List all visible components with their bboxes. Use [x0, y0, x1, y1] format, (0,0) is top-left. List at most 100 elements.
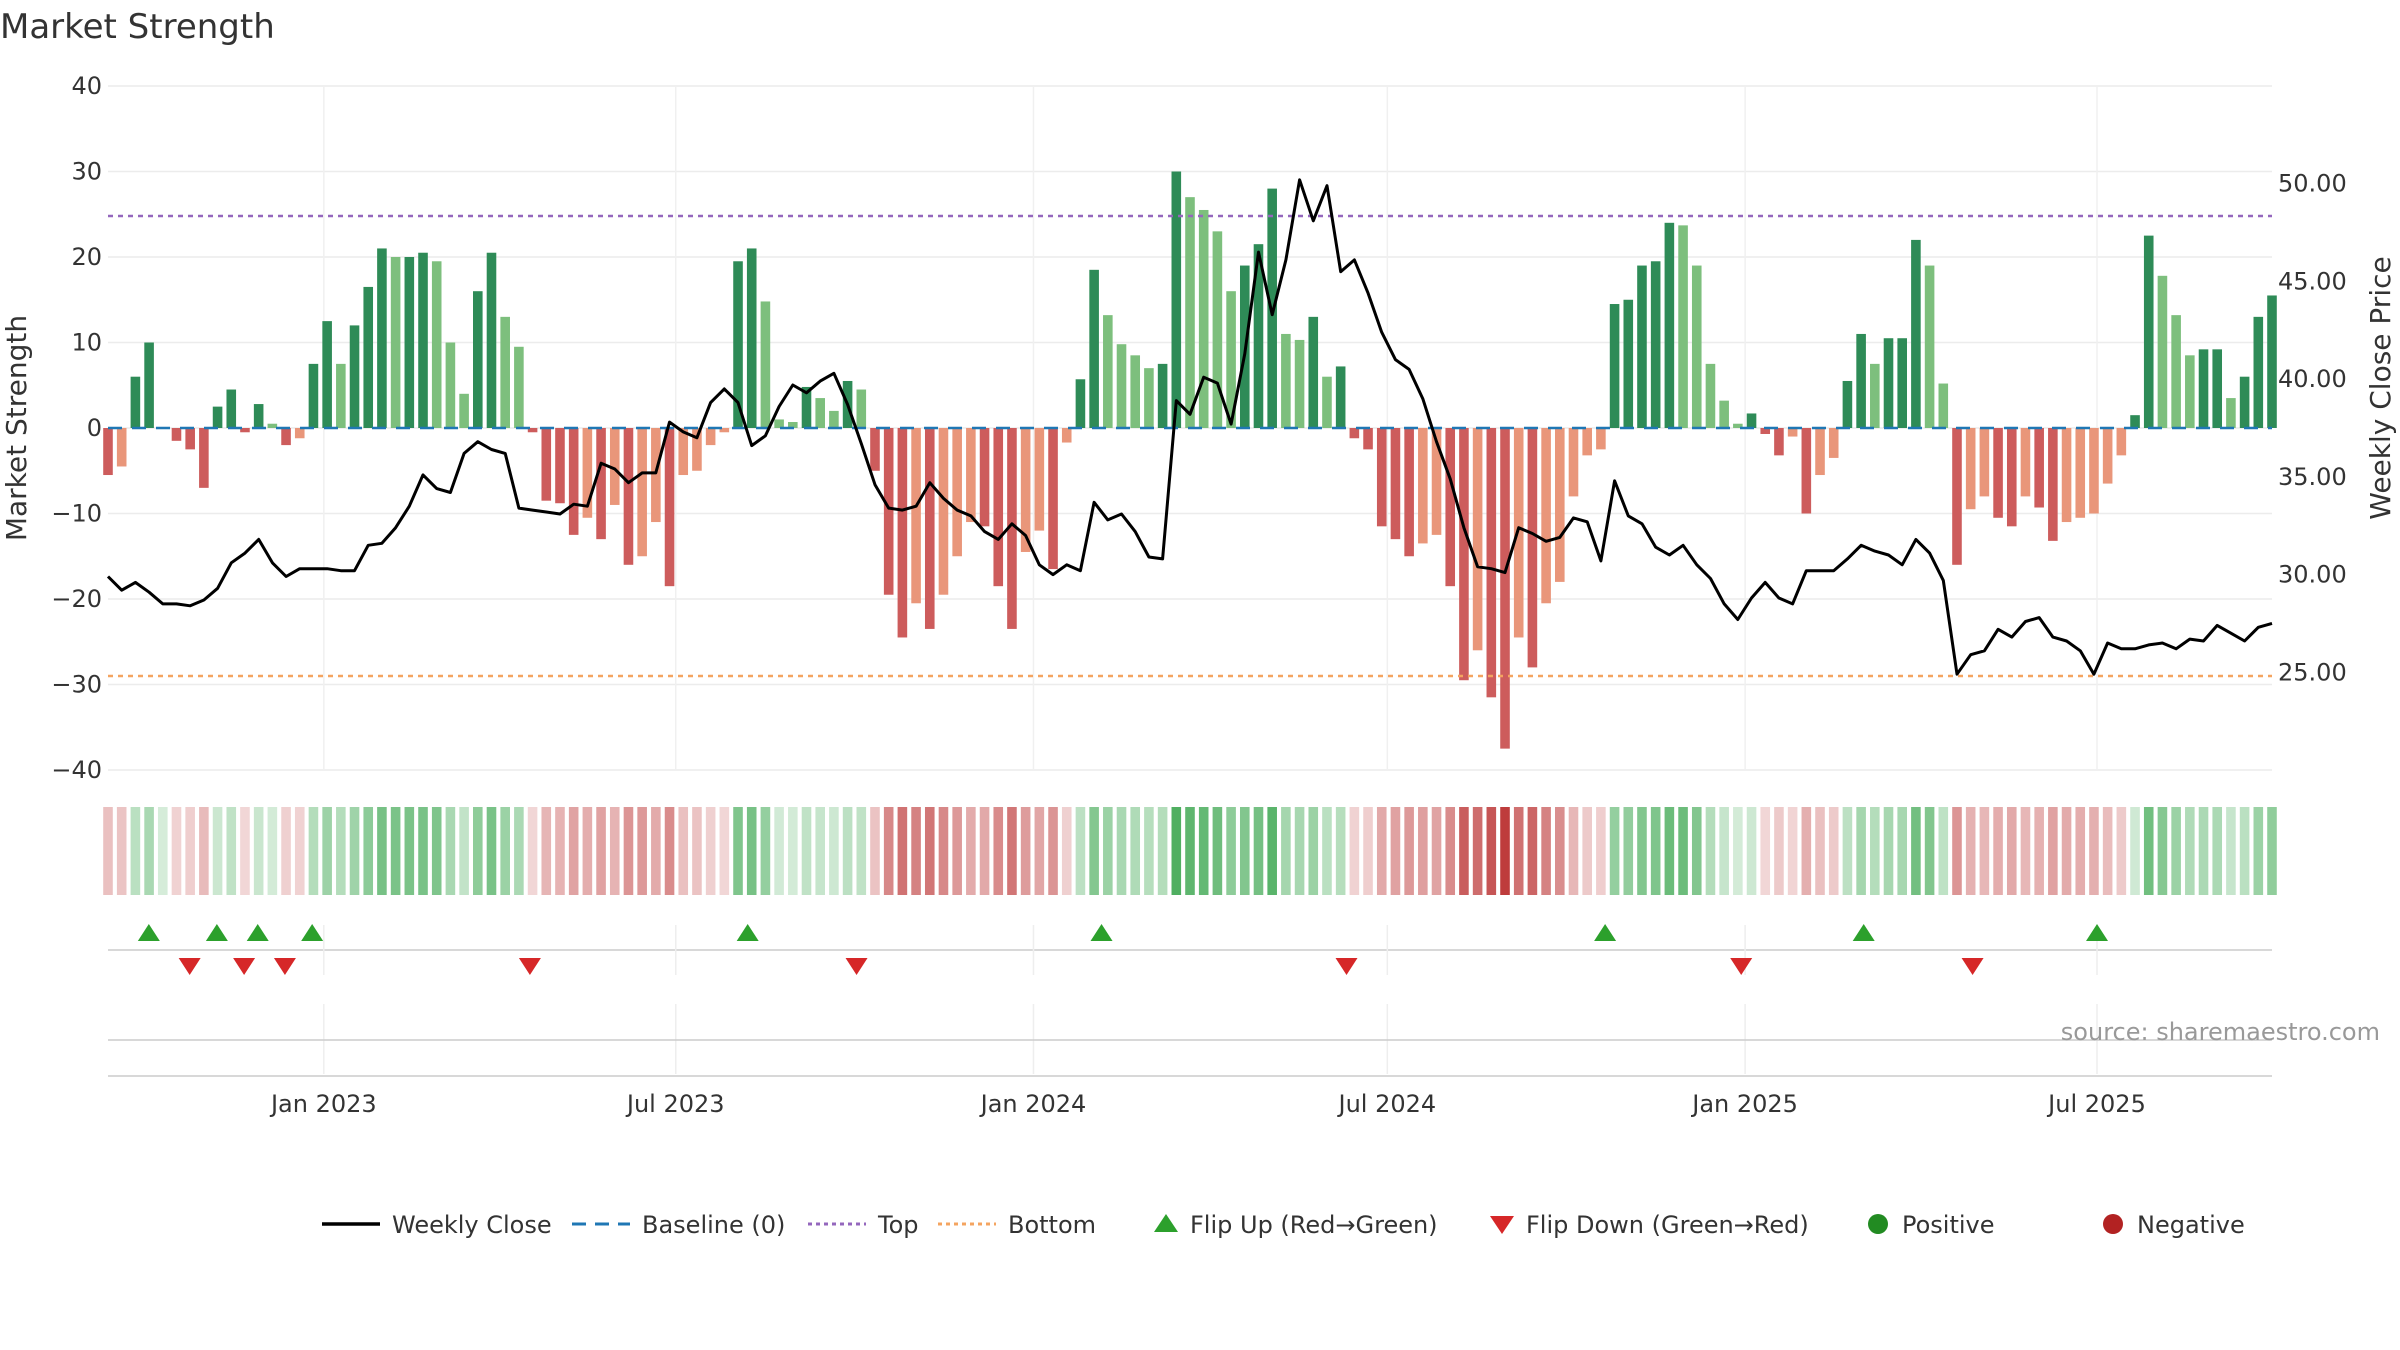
- strength-bar: [1541, 428, 1551, 604]
- strength-bar: [993, 428, 1004, 587]
- strength-bar: [1678, 225, 1688, 428]
- strength-bar: [979, 428, 990, 527]
- x-tick-label: Jul 2025: [2046, 1090, 2146, 1118]
- strength-strip-cell: [911, 807, 921, 895]
- strength-strip-cell: [1418, 807, 1428, 895]
- strength-strip-cell: [116, 807, 127, 895]
- strength-strip-cell: [363, 807, 374, 895]
- strength-strip-cell: [130, 807, 141, 895]
- chart-title: Market Strength: [0, 7, 275, 47]
- strength-bar: [1870, 363, 1880, 428]
- strength-bar: [431, 261, 442, 428]
- strength-bar: [1787, 428, 1798, 437]
- strength-bar: [1144, 368, 1154, 428]
- strength-bar: [2226, 398, 2236, 428]
- strength-bar: [2034, 428, 2044, 508]
- strength-strip-cell: [1185, 807, 1195, 895]
- legend-label: Flip Down (Green→Red): [1526, 1211, 1809, 1239]
- strength-strip-cell: [267, 807, 278, 895]
- strength-strip-cell: [664, 807, 675, 895]
- strength-bar: [555, 428, 565, 504]
- flip-markers: [108, 924, 2272, 975]
- y-tick-left-label: −10: [51, 500, 102, 528]
- strength-strip-cell: [1308, 807, 1319, 895]
- strength-strip-cell: [308, 807, 319, 895]
- y-tick-left-label: −40: [51, 756, 102, 784]
- flip-up-marker: [2086, 924, 2109, 941]
- strength-strip-cell: [281, 807, 291, 895]
- strength-bar: [1774, 428, 1784, 456]
- strength-bar: [2185, 355, 2195, 428]
- strength-bar: [609, 428, 620, 505]
- y-tick-right-label: 35.00: [2278, 463, 2347, 491]
- strength-bar: [1815, 428, 1825, 476]
- strength-strip-cell: [924, 807, 935, 895]
- strength-bar: [1418, 428, 1428, 544]
- strength-bar: [1061, 428, 1072, 443]
- strength-strip-cell: [1555, 807, 1565, 895]
- strength-bar: [1801, 428, 1812, 514]
- strength-bar: [2061, 428, 2072, 523]
- y-tick-right-label: 25.00: [2278, 658, 2347, 686]
- legend-label: Top: [877, 1211, 919, 1239]
- legend-label: Weekly Close: [392, 1211, 552, 1239]
- strength-strip-cell: [870, 807, 880, 895]
- strength-strip-cell: [2253, 807, 2264, 895]
- strength-strip-cell: [1733, 807, 1743, 895]
- y-tick-right-label: 40.00: [2278, 365, 2347, 393]
- strength-strip-cell: [1842, 807, 1853, 895]
- strength-bar: [445, 342, 456, 428]
- strength-bar: [1116, 344, 1127, 428]
- strength-strip-cell: [1322, 807, 1332, 895]
- strength-strip-cell: [1130, 807, 1141, 895]
- strength-bar: [582, 428, 593, 518]
- x-tick-label: Jan 2025: [1690, 1090, 1798, 1118]
- strength-strip-cell: [240, 807, 250, 895]
- strength-strip-cell: [2020, 807, 2031, 895]
- flip-up-marker: [1090, 924, 1113, 941]
- flip-down-marker: [273, 958, 296, 975]
- strength-bar: [171, 428, 182, 441]
- strength-bar: [1691, 265, 1702, 428]
- strength-bar: [1733, 423, 1743, 428]
- strength-bar: [1623, 299, 1634, 428]
- strength-strip-cell: [2226, 807, 2236, 895]
- source-note: source: sharemaestro.com: [2061, 1018, 2380, 1046]
- strength-strip-cell: [1568, 807, 1579, 895]
- strength-bar: [651, 428, 661, 523]
- strength-bar: [911, 428, 921, 604]
- strength-strip-cell: [1349, 807, 1360, 895]
- strength-bar: [473, 291, 483, 428]
- strength-strip-cell: [609, 807, 620, 895]
- strength-strip-cell: [1459, 807, 1469, 895]
- strength-bar: [705, 428, 716, 446]
- strength-strip-cell: [404, 807, 415, 895]
- strength-strip-cell: [1472, 807, 1483, 895]
- strength-strip-cell: [1048, 807, 1058, 895]
- strength-bar: [801, 386, 812, 428]
- strength-bar: [2157, 275, 2168, 428]
- strength-strip-cell: [1746, 807, 1757, 895]
- x-tick-label: Jan 2023: [269, 1090, 377, 1118]
- flip-up-marker: [1594, 924, 1617, 941]
- strength-bar: [1281, 333, 1291, 428]
- strength-bar: [1637, 265, 1647, 428]
- axis-ticks: 40 30 20 10 0 −10 −20 −30 −40 50.00 45.00 40.00 35.0…: [51, 72, 2346, 784]
- strength-bar: [1171, 171, 1182, 428]
- strength-bar: [541, 428, 552, 501]
- strength-strip-cell: [445, 807, 456, 895]
- strength-bar: [1335, 366, 1346, 428]
- strength-strip-cell: [1103, 807, 1113, 895]
- strength-strip-cell: [527, 807, 538, 895]
- strength-bar: [1020, 428, 1031, 552]
- flip-up-marker: [301, 924, 324, 941]
- bottom-panel: Jan 2023 Jul 2023 Jan 2024 Jul 2024 Jan 2025…: [108, 1004, 2272, 1118]
- y-tick-right-label: 30.00: [2278, 561, 2347, 589]
- strength-bar: [568, 428, 579, 535]
- y-tick-left-label: −20: [51, 585, 102, 613]
- strength-strip-cell: [2034, 807, 2044, 895]
- strength-bar: [116, 428, 127, 467]
- strength-bar: [1376, 428, 1387, 527]
- strength-bar: [1924, 265, 1935, 428]
- strength-bar: [1746, 413, 1757, 428]
